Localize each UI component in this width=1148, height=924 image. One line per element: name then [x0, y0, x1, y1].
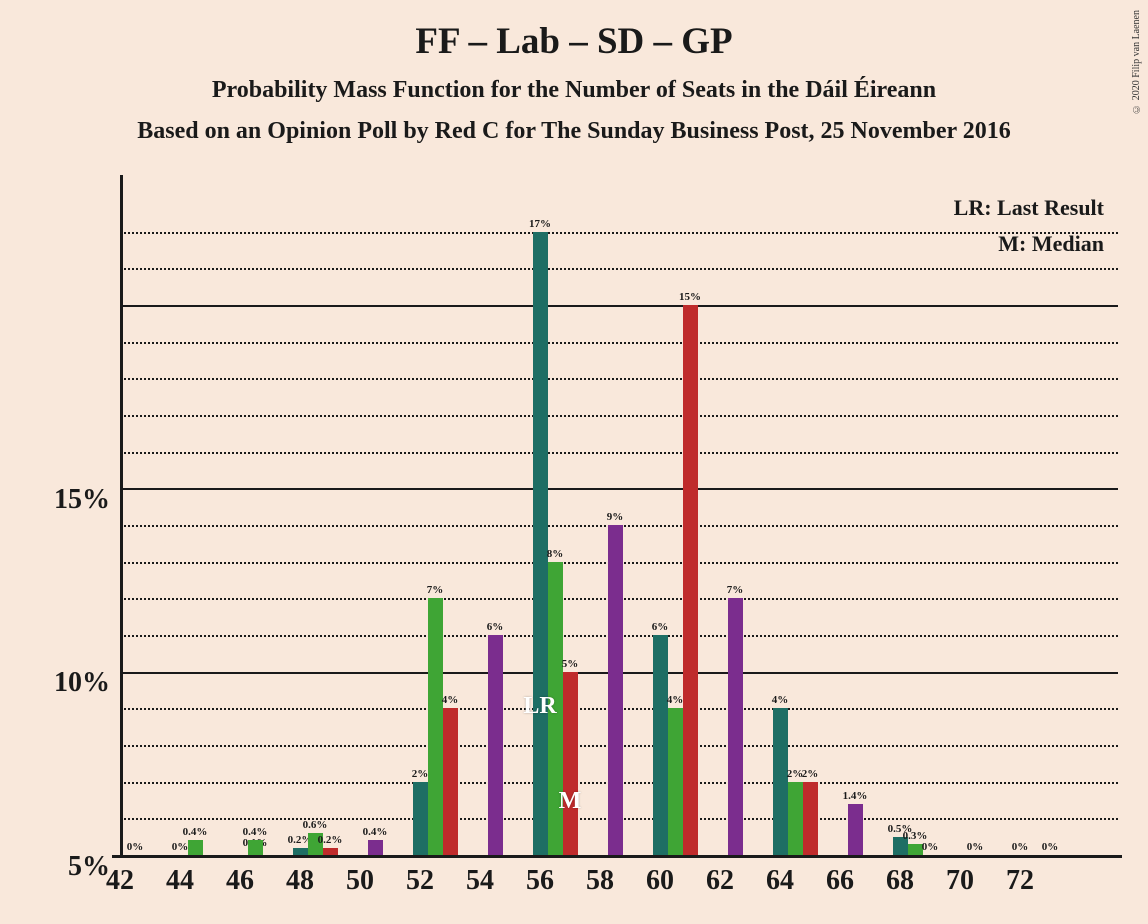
- bar-purple: [488, 635, 503, 855]
- gridline: [120, 232, 1118, 234]
- bar-red: [323, 848, 338, 855]
- chart-plot: 0%0%0.4%0.1%0.4%0.2%0.6%0.2%0.4%2%7%4%6%…: [120, 195, 1120, 855]
- gridline: [120, 342, 1118, 344]
- bar-label: 7%: [727, 584, 744, 596]
- bar-label: 4%: [667, 694, 684, 706]
- bar-label: 5%: [562, 658, 579, 670]
- x-axis-label: 48: [286, 865, 314, 897]
- bar-green: [428, 598, 443, 855]
- gridline: [120, 305, 1118, 307]
- x-axis-label: 54: [466, 865, 494, 897]
- bar-teal: [413, 782, 428, 855]
- x-axis-label: 44: [166, 865, 194, 897]
- bar-teal: [653, 635, 668, 855]
- bar-label: 6%: [652, 621, 669, 633]
- x-axis-label: 42: [106, 865, 134, 897]
- bar-label: 0.6%: [303, 819, 328, 831]
- y-axis-label: 5%: [68, 851, 110, 883]
- bar-label: 0.4%: [243, 826, 268, 838]
- gridline: [120, 415, 1118, 417]
- x-axis-label: 60: [646, 865, 674, 897]
- bar-teal: [293, 848, 308, 855]
- gridline: [120, 488, 1118, 490]
- bar-green: [788, 782, 803, 855]
- bar-purple: [608, 525, 623, 855]
- bar-label: 4%: [772, 694, 789, 706]
- bar-label: 0.2%: [318, 834, 343, 846]
- gridline: [120, 452, 1118, 454]
- y-axis-label: 15%: [54, 484, 110, 516]
- bar-purple: [368, 840, 383, 855]
- x-axis-label: 66: [826, 865, 854, 897]
- bar-purple: [848, 804, 863, 855]
- bar-label: 7%: [427, 584, 444, 596]
- bar-label: 0%: [127, 841, 144, 853]
- bar-green: [188, 840, 203, 855]
- bar-label: 2%: [802, 768, 819, 780]
- x-axis-label: 64: [766, 865, 794, 897]
- bar-label: 2%: [412, 768, 429, 780]
- bar-label: 6%: [487, 621, 504, 633]
- bar-label: 8%: [547, 548, 564, 560]
- bar-label: 4%: [442, 694, 459, 706]
- gridline: [120, 268, 1118, 270]
- bar-label: 9%: [607, 511, 624, 523]
- gridline: [120, 378, 1118, 380]
- marker-m: M: [559, 788, 582, 815]
- y-axis-label: 10%: [54, 667, 110, 699]
- bar-label: 1.4%: [843, 790, 868, 802]
- bar-label: 0%: [967, 841, 984, 853]
- x-axis-label: 58: [586, 865, 614, 897]
- bar-purple: [728, 598, 743, 855]
- x-axis-label: 68: [886, 865, 914, 897]
- x-axis-label: 46: [226, 865, 254, 897]
- bar-green: [248, 840, 263, 855]
- x-axis-label: 56: [526, 865, 554, 897]
- chart-area: LR: Last Result M: Median 0%0%0.4%0.1%0.…: [120, 195, 1120, 855]
- bar-label: 0%: [922, 841, 939, 853]
- x-axis-label: 52: [406, 865, 434, 897]
- bar-red: [443, 708, 458, 855]
- bar-label: 0.4%: [183, 826, 208, 838]
- bar-green: [668, 708, 683, 855]
- bar-red: [683, 305, 698, 855]
- x-axis-line: [112, 855, 1122, 858]
- bar-green: [908, 844, 923, 855]
- x-axis-label: 62: [706, 865, 734, 897]
- y-axis-line: [120, 175, 123, 855]
- chart-subtitle-1: Probability Mass Function for the Number…: [0, 63, 1148, 104]
- bar-label: 15%: [679, 291, 701, 303]
- x-axis-label: 50: [346, 865, 374, 897]
- marker-lr: LR: [523, 693, 556, 720]
- bar-teal: [533, 232, 548, 855]
- x-axis-label: 70: [946, 865, 974, 897]
- x-axis-label: 72: [1006, 865, 1034, 897]
- bar-teal: [773, 708, 788, 855]
- bar-red: [803, 782, 818, 855]
- bar-label: 0.4%: [363, 826, 388, 838]
- bar-label: 0%: [1012, 841, 1029, 853]
- bar-label: 0%: [1042, 841, 1059, 853]
- chart-title: FF – Lab – SD – GP: [0, 0, 1148, 63]
- bar-red: [563, 672, 578, 855]
- bar-label: 17%: [529, 218, 551, 230]
- copyright-text: © 2020 Filip van Laenen: [1131, 10, 1142, 114]
- bar-label: 0%: [172, 841, 189, 853]
- chart-subtitle-2: Based on an Opinion Poll by Red C for Th…: [0, 104, 1148, 145]
